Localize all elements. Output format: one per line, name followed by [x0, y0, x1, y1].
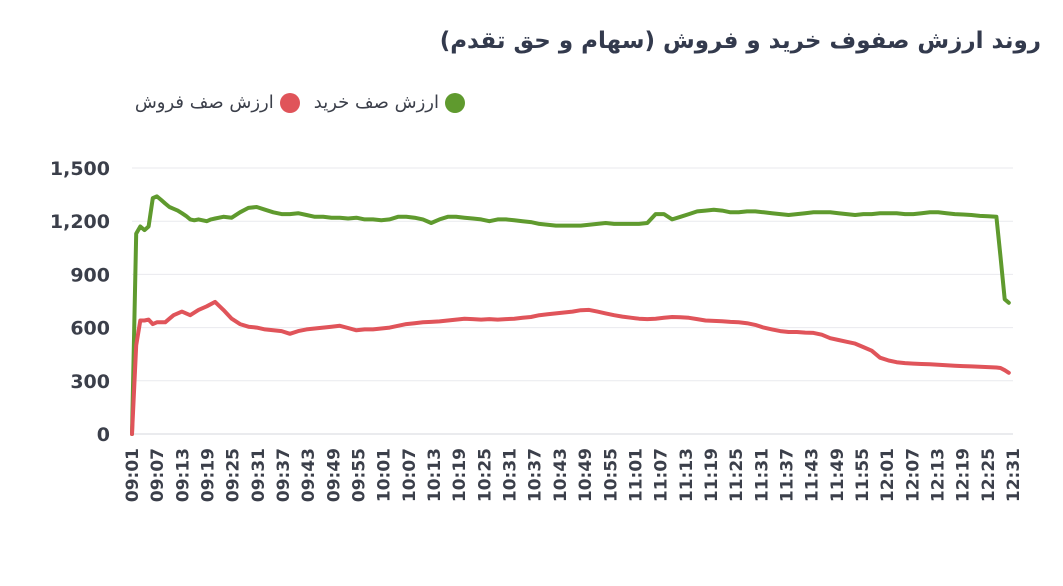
x-tick-label: 10:19 [450, 448, 470, 502]
x-tick-label: 12:01 [878, 448, 898, 502]
x-axis: 09:01 09:07 09:13 09:19 09:25 09:31 09:37 09:43… [123, 448, 1024, 502]
x-tick-label: 09:55 [350, 448, 370, 502]
x-tick-label: 10:01 [375, 448, 395, 502]
x-tick-label: 11:49 [828, 448, 848, 502]
y-tick-label: 1,500 [50, 158, 110, 180]
x-tick-label: 10:25 [475, 448, 495, 502]
x-tick-label: 09:07 [148, 448, 168, 502]
legend-item-sell[interactable]: ارزش صف فروش [135, 92, 300, 113]
series-line-buy[interactable] [130, 194, 1011, 436]
series-line-sell[interactable] [130, 299, 1011, 436]
x-tick-label: 11:01 [626, 448, 646, 502]
x-tick-label: 11:07 [652, 448, 672, 502]
x-tick-label: 10:13 [425, 448, 445, 502]
x-tick-label: 10:55 [601, 448, 621, 502]
x-tick-label: 12:19 [954, 448, 974, 502]
x-tick-label: 10:31 [501, 448, 521, 502]
x-tick-label: 11:37 [777, 448, 797, 502]
x-tick-label: 10:43 [551, 448, 571, 502]
x-tick-label: 09:19 [199, 448, 219, 502]
x-tick-label: 12:25 [979, 448, 999, 502]
legend-label-sell: ارزش صف فروش [134, 92, 274, 113]
grid-lines [132, 167, 1013, 435]
x-tick-label: 10:49 [576, 448, 596, 502]
x-tick-label: 09:49 [324, 448, 344, 502]
y-tick-label: 1,200 [50, 211, 110, 233]
x-tick-label: 12:31 [1004, 448, 1024, 502]
y-axis: 1,500 1,200 900 600 300 0 [50, 158, 110, 446]
x-tick-label: 09:37 [274, 448, 294, 502]
x-tick-label: 09:25 [224, 448, 244, 502]
x-tick-label: 12:13 [928, 448, 948, 502]
series-lines [130, 194, 1011, 436]
x-tick-label: 09:13 [173, 448, 193, 502]
x-tick-label: 11:19 [702, 448, 722, 502]
legend-marker-sell [279, 92, 300, 113]
legend-label-buy: ارزش صف خرید [313, 92, 439, 113]
x-tick-label: 10:07 [400, 448, 420, 502]
y-tick-label: 0 [97, 424, 110, 446]
x-tick-label: 09:01 [123, 448, 143, 502]
x-tick-label: 09:31 [249, 448, 269, 502]
x-tick-label: 10:37 [526, 448, 546, 502]
legend-marker-buy [445, 92, 465, 113]
x-tick-label: 11:25 [727, 448, 747, 502]
x-tick-label: 11:13 [677, 448, 697, 502]
y-tick-label: 300 [70, 371, 110, 393]
legend-item-buy[interactable]: ارزش صف خرید [314, 92, 465, 113]
legend: ارزش صف خرید ارزش صف فروش [135, 92, 465, 113]
x-tick-label: 11:55 [853, 448, 873, 502]
x-tick-label: 12:07 [903, 448, 923, 502]
y-tick-label: 600 [70, 318, 110, 340]
x-tick-label: 11:31 [752, 448, 772, 502]
chart-title: روند ارزش صفوف خرید و فروش (سهام و حق تق… [439, 28, 1041, 54]
x-tick-label: 11:43 [803, 448, 823, 502]
x-tick-label: 09:43 [299, 448, 319, 502]
y-tick-label: 900 [70, 264, 110, 286]
